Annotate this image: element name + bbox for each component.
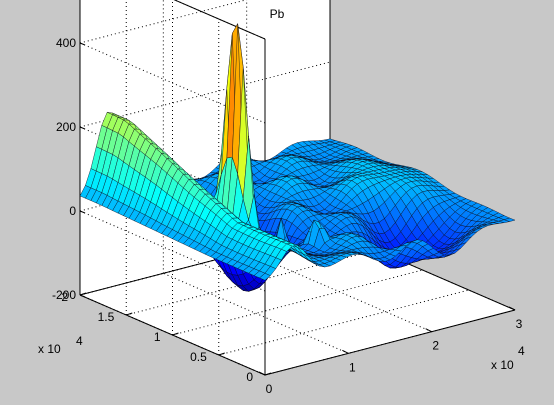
x-tick-label: 0: [266, 382, 273, 396]
z-tick-label: 0: [69, 204, 76, 218]
chart-title: Pb: [270, 7, 285, 21]
y-tick-mark: [264, 372, 272, 376]
y-tick-mark: [79, 292, 87, 296]
grid-line-x-floor: [163, 272, 349, 354]
x-tick-mark: [258, 371, 266, 376]
x-tick-label: 1: [349, 360, 356, 374]
z-tick-label: -200: [52, 288, 76, 302]
y-tick-label: 2: [61, 290, 68, 304]
x-tick-label: 3: [516, 317, 523, 331]
surface-patch: [503, 217, 516, 222]
z-tick-mark: [79, 126, 86, 130]
x-tick-mark: [342, 349, 349, 354]
y-tick-label: 0.5: [190, 350, 207, 364]
y-tick-mark: [218, 352, 225, 356]
x-tick-mark: [508, 306, 516, 311]
box-edge: [173, 0, 266, 40]
z-tick-mark: [79, 294, 86, 298]
y-multiplier-text: x 10: [38, 342, 61, 356]
y-tick-label: 0: [246, 370, 253, 384]
x-tick-label: 2: [432, 339, 439, 353]
x-axis-line: [264, 309, 516, 376]
z-tick-mark: [79, 210, 86, 214]
floor-plane: [80, 230, 515, 375]
z-tick-label: 200: [56, 120, 76, 134]
x-multiplier-label: x 10: [491, 358, 514, 372]
y-tick-mark: [172, 332, 179, 336]
x-multiplier-exponent: 4: [518, 344, 525, 358]
y-tick-label: 1: [154, 330, 161, 344]
y-multiplier-exponent: 4: [76, 334, 83, 348]
y-tick-label: 1.5: [98, 310, 115, 324]
y-tick-mark: [126, 312, 133, 316]
surface-mesh: [79, 22, 516, 292]
z-tick-mark: [79, 42, 86, 46]
z-tick-label: 400: [56, 36, 76, 50]
x-multiplier-text: x 10: [491, 358, 514, 372]
y-multiplier-label: x 10: [38, 342, 61, 356]
x-tick-mark: [425, 328, 432, 333]
